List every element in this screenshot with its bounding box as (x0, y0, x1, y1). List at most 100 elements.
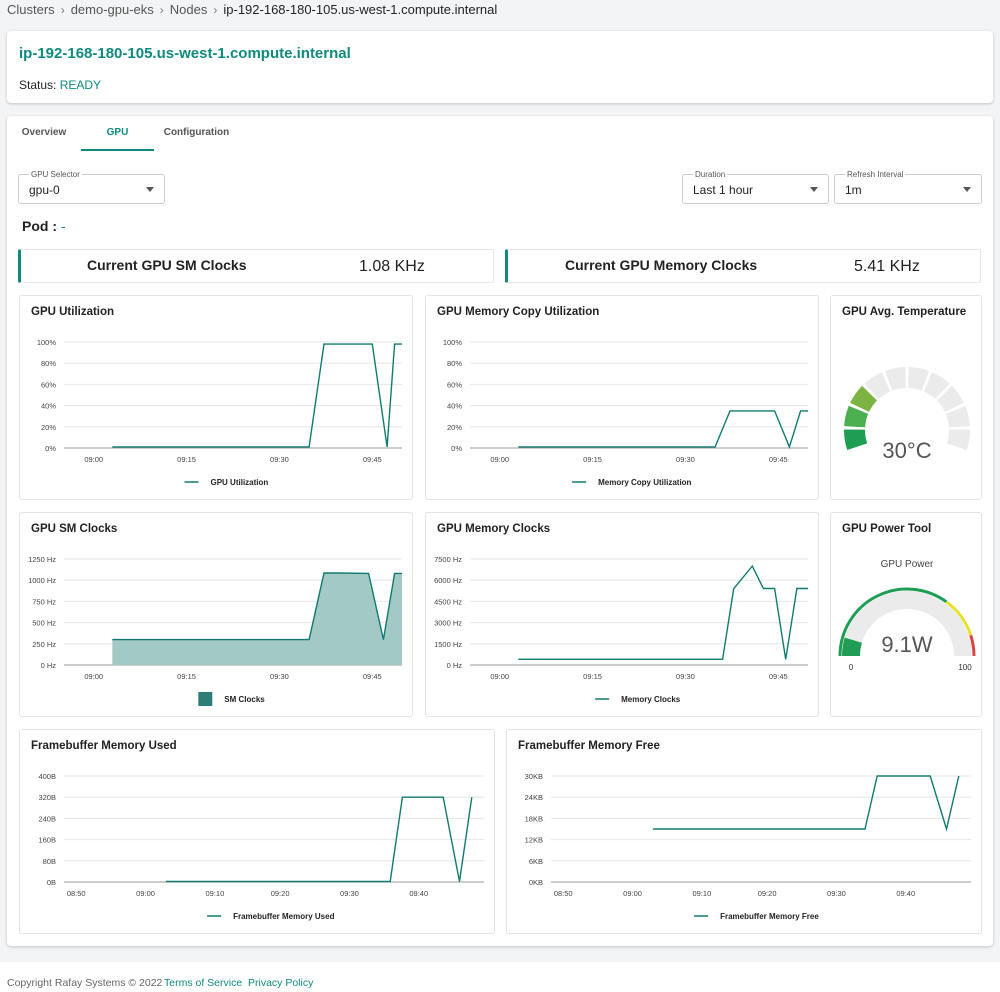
gauge-segment (946, 429, 970, 450)
tab-configuration[interactable]: Configuration (163, 127, 230, 138)
tab-bar: Overview GPU Configuration (7, 116, 239, 151)
memory-copy-utilization-panel: GPU Memory Copy Utilization 100% 80% 60% 40… (425, 295, 819, 500)
legend-swatch (198, 692, 213, 706)
gauge-segment (850, 385, 878, 412)
y-tick-label: 60% (447, 380, 462, 389)
y-tick-label: 30KB (525, 772, 543, 781)
caret-down-icon (810, 187, 818, 192)
y-tick-label: 12KB (525, 836, 543, 845)
chart-title: GPU Memory Clocks (437, 523, 551, 535)
legend-label: GPU Utilization (211, 478, 269, 487)
tab-overview[interactable]: Overview (21, 127, 67, 138)
chart-title: GPU Utilization (31, 306, 115, 318)
refresh-interval-select[interactable]: Refresh Interval 1m (834, 169, 982, 204)
y-tick-label: 100% (443, 338, 463, 347)
y-tick-label: 60% (41, 380, 56, 389)
x-tick-label: 09:15 (177, 455, 196, 464)
gpu-selector[interactable]: GPU Selector gpu-0 (18, 169, 165, 204)
stat-sm-clocks: Current GPU SM Clocks 1.08 KHz (18, 249, 494, 283)
chart-svg: 30KB 24KB 18KB 12KB 6KB 0KB 08:50 09:00 09:10 09:… (525, 772, 971, 921)
breadcrumb-cluster[interactable]: demo-gpu-eks (70, 2, 154, 17)
gauge-segment (936, 385, 964, 412)
y-tick-label: 160B (38, 836, 56, 845)
status-badge: READY (59, 78, 102, 92)
x-tick-label: 09:20 (758, 889, 777, 898)
legend-label: Framebuffer Memory Free (720, 912, 819, 921)
refresh-interval-value: 1m (845, 183, 862, 197)
breadcrumb-nodes[interactable]: Nodes (169, 2, 208, 17)
gauge-band-green (838, 587, 948, 657)
breadcrumb: Clusters › demo-gpu-eks › Nodes › ip-192… (7, 2, 497, 17)
x-tick-label: 09:40 (896, 889, 915, 898)
duration-label: Duration (693, 169, 728, 180)
page-title: ip-192-168-180-105.us-west-1.compute.int… (19, 45, 351, 62)
stat-memory-clocks-value: 5.41 KHz (854, 258, 920, 275)
x-tick-label: 09:30 (676, 455, 695, 464)
x-tick-label: 09:15 (583, 455, 602, 464)
chart-svg: 7500 Hz 6000 Hz 4500 Hz 3000 Hz 1500 Hz 0 Hz 0… (434, 555, 808, 704)
y-tick-label: 20% (447, 423, 462, 432)
y-tick-label: 18KB (525, 814, 543, 823)
chart-title: GPU Memory Copy Utilization (437, 306, 600, 318)
memory-clocks-panel: GPU Memory Clocks 7500 Hz 6000 Hz 4500 Hz 3… (425, 512, 819, 717)
y-tick-label: 1000 Hz (28, 576, 56, 585)
privacy-link[interactable]: Privacy Policy (248, 977, 314, 989)
y-tick-label: 320B (38, 793, 56, 802)
chart-svg: 100% 80% 60% 40% 20% 0% 09:00 09:15 09:30 09:45 GP… (37, 338, 402, 487)
gpu-dashboard-card: Overview GPU Configuration GPU Selector … (7, 116, 993, 946)
framebuffer-used-panel: Framebuffer Memory Used 400B 320B 240B 160B… (19, 729, 495, 934)
y-tick-label: 4500 Hz (434, 597, 462, 606)
x-tick-label: 09:30 (270, 455, 289, 464)
x-tick-label: 09:00 (84, 672, 103, 681)
gpu-utilization-panel: GPU Utilization 100% 80% 60% 40% 20% 0% 09:00 0… (19, 295, 413, 500)
power-panel: GPU Power Tool GPU Power 9.1W 0 100 (830, 512, 982, 717)
x-tick-label: 09:45 (769, 455, 788, 464)
x-tick-label: 09:10 (692, 889, 711, 898)
node-status: Status: READY (19, 78, 101, 92)
x-tick-label: 08:50 (67, 889, 86, 898)
stat-sm-clocks-value: 1.08 KHz (359, 258, 425, 275)
x-tick-label: 09:15 (177, 672, 196, 681)
y-tick-label: 80% (447, 359, 462, 368)
x-tick-label: 09:30 (827, 889, 846, 898)
y-tick-label: 240B (38, 814, 56, 823)
gauge-track (842, 591, 972, 657)
gauge-segment (945, 405, 970, 428)
y-tick-label: 0B (47, 878, 56, 887)
gauge-segment (884, 367, 906, 391)
y-tick-label: 750 Hz (32, 597, 56, 606)
x-tick-label: 09:30 (340, 889, 359, 898)
x-tick-label: 09:45 (363, 455, 382, 464)
chart-svg: 1250 Hz 1000 Hz 750 Hz 500 Hz 250 Hz 0 Hz 09:0… (28, 555, 403, 706)
temperature-gauge: 30°C (844, 367, 970, 463)
gauge-subtitle: GPU Power (881, 559, 934, 570)
gauge-band-red (969, 634, 976, 657)
breadcrumb-current: ip-192-168-180-105.us-west-1.compute.int… (223, 2, 498, 17)
x-tick-label: 09:30 (270, 672, 289, 681)
x-tick-label: 09:00 (84, 455, 103, 464)
temperature-panel: GPU Avg. Temperature 30°C (830, 295, 982, 500)
y-tick-label: 250 Hz (32, 640, 56, 649)
series-line (112, 572, 402, 641)
gauge-segment (908, 367, 930, 391)
y-tick-label: 6KB (529, 857, 543, 866)
y-tick-label: 24KB (525, 793, 543, 802)
node-header-card: ip-192-168-180-105.us-west-1.compute.int… (7, 31, 993, 103)
x-tick-label: 09:15 (583, 672, 602, 681)
y-tick-label: 100% (37, 338, 57, 347)
y-tick-label: 500 Hz (32, 619, 56, 628)
stat-memory-clocks: Current GPU Memory Clocks 5.41 KHz (505, 249, 981, 283)
breadcrumb-clusters[interactable]: Clusters (7, 2, 55, 17)
series-line (518, 410, 808, 449)
copyright: Copyright Rafay Systems © 2022 (7, 977, 163, 989)
chart-svg: 100% 80% 60% 40% 20% 0% 09:00 09:15 09:30 09:45 Me… (443, 338, 808, 487)
y-tick-label: 1250 Hz (28, 555, 56, 564)
chart-title: GPU SM Clocks (31, 523, 118, 535)
stat-sm-clocks-label: Current GPU SM Clocks (87, 257, 247, 273)
stat-memory-clocks-label: Current GPU Memory Clocks (565, 257, 758, 273)
gauge-max-label: 100 (958, 663, 972, 672)
terms-link[interactable]: Terms of Service (164, 977, 243, 989)
duration-select[interactable]: Duration Last 1 hour (682, 169, 829, 204)
tab-gpu[interactable]: GPU (81, 116, 154, 151)
gpu-selector-value: gpu-0 (29, 183, 60, 197)
